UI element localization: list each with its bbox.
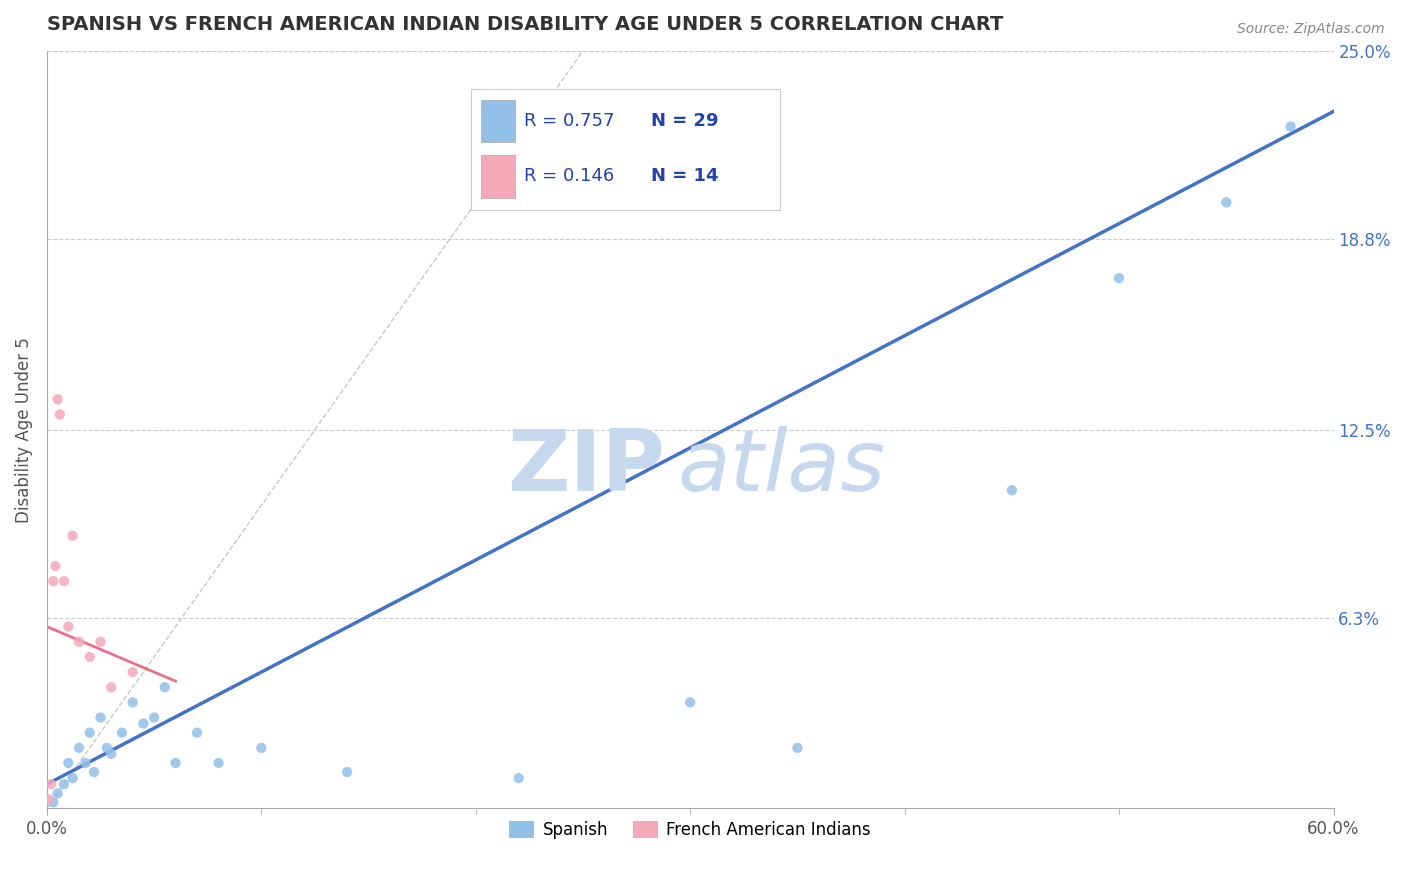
Point: [58, 756, 80, 770]
Point: [679, 695, 702, 709]
Point: [100, 680, 122, 694]
Point: [186, 725, 208, 739]
Point: [100, 747, 122, 761]
Point: [58, 619, 80, 633]
Point: [83, 765, 105, 780]
Point: [111, 725, 134, 739]
Point: [121, 695, 143, 709]
Point: [786, 740, 808, 755]
Point: [42, 796, 65, 810]
Point: [46, 786, 69, 800]
Legend: Spanish, French American Indians: Spanish, French American Indians: [502, 814, 877, 846]
Point: [38, 792, 60, 806]
Point: [89, 710, 111, 724]
Point: [62, 529, 84, 543]
Point: [44, 559, 66, 574]
Point: [165, 756, 187, 770]
Point: [46, 392, 69, 407]
Point: [89, 634, 111, 648]
Point: [42, 574, 65, 589]
Text: SPANISH VS FRENCH AMERICAN INDIAN DISABILITY AGE UNDER 5 CORRELATION CHART: SPANISH VS FRENCH AMERICAN INDIAN DISABI…: [46, 15, 1004, 34]
Text: Source: ZipAtlas.com: Source: ZipAtlas.com: [1237, 22, 1385, 37]
Point: [1108, 271, 1130, 285]
Point: [1215, 195, 1237, 210]
Point: [79, 649, 101, 664]
Point: [79, 725, 101, 739]
Point: [250, 740, 273, 755]
Y-axis label: Disability Age Under 5: Disability Age Under 5: [15, 336, 32, 523]
Point: [1001, 483, 1024, 498]
Point: [75, 756, 97, 770]
Point: [53, 777, 76, 791]
Point: [207, 756, 229, 770]
Point: [143, 710, 166, 724]
Point: [153, 680, 176, 694]
Point: [1279, 120, 1302, 134]
Point: [49, 408, 72, 422]
Point: [508, 771, 530, 785]
Point: [132, 716, 155, 731]
Point: [39, 777, 62, 791]
Point: [121, 665, 143, 679]
Point: [96, 740, 118, 755]
Point: [336, 765, 359, 780]
Text: atlas: atlas: [678, 426, 886, 509]
Point: [67, 634, 90, 648]
Text: ZIP: ZIP: [506, 426, 665, 509]
Point: [62, 771, 84, 785]
Point: [53, 574, 76, 589]
Point: [67, 740, 90, 755]
